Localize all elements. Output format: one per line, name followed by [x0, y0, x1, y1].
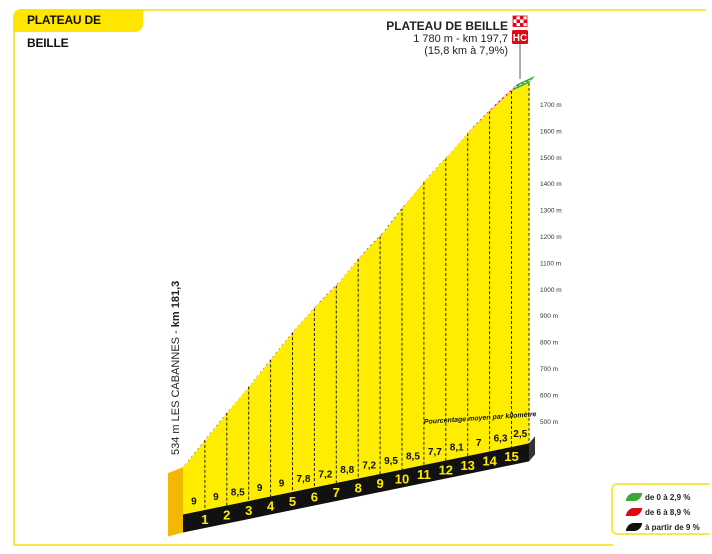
summit-info: PLATEAU DE BEILLE 1 780 m - km 197,7 (15…	[386, 19, 508, 57]
legend-label: de 0 à 2,9 %	[645, 492, 691, 502]
legend-swatch	[625, 523, 643, 531]
legend-item-black: à partir de 9 %	[613, 520, 709, 534]
climb-title: PLATEAU DE BEILLE	[13, 9, 143, 50]
y-axis-tick-label: 1300 m	[540, 208, 562, 215]
gradient-label: 8,1	[450, 442, 464, 453]
y-axis-tick-label: 1400 m	[540, 181, 562, 188]
road-centerline	[295, 304, 318, 329]
summit-name: PLATEAU DE BEILLE	[386, 19, 508, 33]
y-axis-tick-label: 500 m	[540, 419, 558, 426]
legend-label: à partir de 9 %	[645, 522, 700, 532]
flag-square	[516, 16, 521, 20]
gradient-label: 7,7	[428, 447, 442, 458]
y-axis-tick-label: 1000 m	[540, 287, 562, 294]
y-axis-tick-label: 1200 m	[540, 234, 562, 241]
climb-summary: (15,8 km à 7,9%)	[424, 45, 508, 57]
frame-border-top	[140, 9, 706, 11]
gradient-label: 9,5	[384, 456, 398, 467]
gradient-label: 7,2	[362, 460, 376, 471]
flag-border	[512, 15, 528, 27]
y-axis-tick-label: 900 m	[540, 313, 558, 320]
profile-side-face	[168, 467, 183, 537]
y-axis-tick-label: 1100 m	[540, 260, 561, 267]
km-label: 15	[504, 449, 518, 464]
gradient-label: 2,5	[513, 429, 527, 440]
legend-item-red: de 6 à 8,9 %	[613, 505, 709, 519]
y-axis-tick-label: 700 m	[540, 366, 558, 373]
y-axis-tick-label: 1500 m	[540, 155, 562, 162]
road-centerline	[514, 79, 533, 88]
base-band-end	[529, 436, 536, 462]
flag-square	[523, 23, 528, 27]
y-axis-tick-label: 1600 m	[540, 128, 562, 135]
road-centerline	[470, 107, 493, 130]
y-axis-tick-label: 600 m	[540, 392, 558, 399]
legend-item-green: de 0 à 2,9 %	[613, 490, 709, 504]
slope-segment-km-16	[511, 75, 536, 91]
road-centerline	[251, 355, 274, 384]
gradient-label: 9	[279, 478, 285, 489]
road-centerline	[360, 232, 384, 256]
road-centerline	[273, 328, 296, 357]
km-label: 8	[355, 481, 362, 496]
km-label: 7	[333, 485, 340, 500]
road-centerline	[317, 281, 340, 305]
road-centerline	[338, 255, 362, 283]
km-label: 5	[289, 494, 296, 509]
gradient-label: 7	[476, 438, 482, 449]
gradient-label: 7,2	[318, 469, 332, 480]
flag-square	[520, 23, 524, 27]
gradient-label: 9	[213, 492, 219, 503]
km-label: 1	[201, 512, 208, 527]
gradient-label: 7,8	[296, 474, 310, 485]
road-centerline	[448, 129, 472, 155]
legend-swatch	[625, 508, 643, 516]
km-label: 6	[311, 490, 318, 505]
flag-square	[523, 16, 528, 20]
y-axis-tick-label: 800 m	[540, 340, 558, 347]
flag-square	[513, 16, 517, 20]
road-centerline	[404, 178, 428, 205]
legend-swatch	[625, 493, 643, 501]
flag-square	[513, 19, 517, 23]
km-label: 4	[267, 499, 275, 514]
category-label: HC	[513, 33, 527, 44]
km-label: 11	[417, 467, 431, 482]
y-axis-tick-label: 1700 m	[540, 102, 562, 109]
km-label: 2	[223, 508, 230, 523]
gradient-label: 8,5	[406, 451, 420, 462]
km-label: 10	[395, 472, 409, 487]
frame-border-bottom	[13, 544, 613, 546]
summit-altitude-km: 1 780 m - km 197,7	[413, 33, 508, 45]
road-centerline	[229, 382, 253, 410]
road-centerline	[207, 408, 231, 437]
road-centerline	[426, 154, 450, 179]
gradient-label: 9	[257, 483, 263, 494]
gradient-label: 6,3	[494, 433, 508, 444]
flag-square	[520, 19, 524, 23]
km-label: 12	[439, 463, 453, 478]
flag-square	[516, 19, 521, 23]
category-badge	[512, 30, 529, 44]
road-centerline	[382, 203, 406, 234]
flag-square	[520, 16, 524, 20]
gradient-label: 8,5	[231, 487, 245, 498]
gradient-label: 8,8	[340, 465, 354, 476]
km-label: 14	[482, 454, 497, 469]
frame-border-left	[13, 20, 15, 545]
km-label: 9	[376, 476, 383, 491]
legend-label: de 6 à 8,9 %	[645, 507, 691, 517]
base-band	[183, 443, 530, 533]
road-centerline	[185, 436, 209, 464]
profile-face	[183, 82, 530, 515]
flag-square	[516, 23, 521, 27]
km-label: 13	[460, 458, 474, 473]
flag-square	[523, 19, 528, 23]
flag-square	[513, 23, 517, 27]
gradient-label: 9	[191, 496, 197, 507]
checkered-flag-icon	[512, 15, 528, 27]
km-label: 3	[245, 503, 252, 518]
legend: de 0 à 2,9 % de 6 à 8,9 % à partir de 9 …	[611, 483, 709, 535]
